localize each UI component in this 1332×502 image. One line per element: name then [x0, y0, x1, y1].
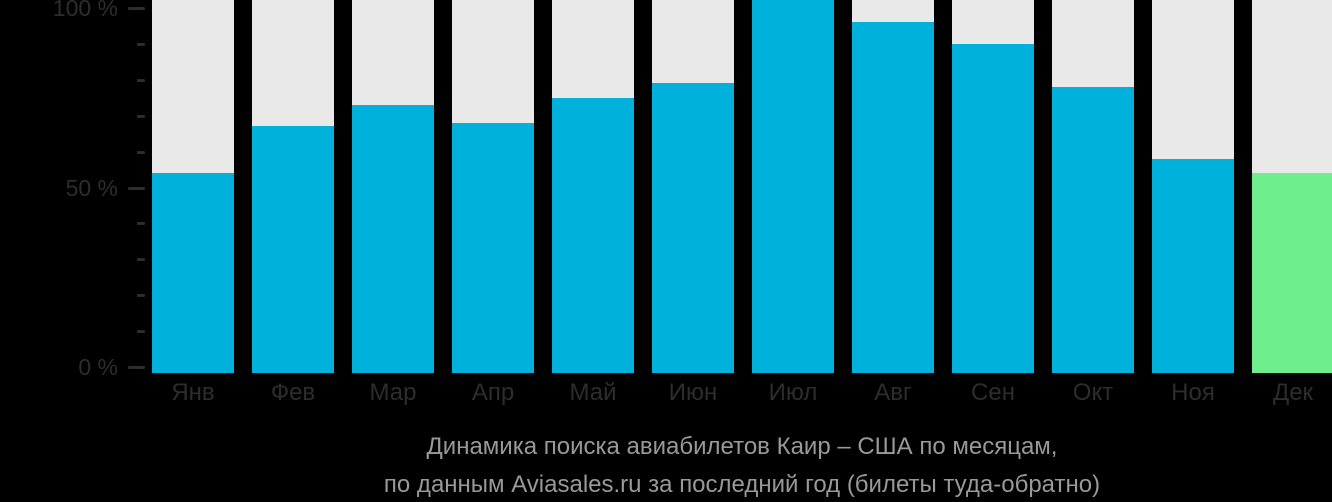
bar: [1052, 87, 1134, 373]
y-axis-label: 0 %: [78, 354, 118, 380]
y-minor-tick: [137, 222, 145, 225]
bar-column-Май: [552, 0, 634, 373]
x-axis-label-Сен: Сен: [971, 379, 1015, 406]
chart-title: Динамика поиска авиабилетов Каир – США п…: [426, 433, 1058, 460]
bar-column-Сен: [952, 0, 1034, 373]
x-axis-label-Май: Май: [569, 379, 617, 406]
x-axis: Янв Фев Мар Апр Май Июн Июл Авг Сен Окт Ноя Дек: [0, 378, 1332, 412]
chart-subtitle: по данным Aviasales.ru за последний год …: [383, 471, 1101, 498]
bar: [1152, 159, 1234, 373]
bar-column-Ноя: [1152, 0, 1234, 373]
bar-column-Окт: [1052, 0, 1134, 373]
bar: [452, 123, 534, 373]
bar-column-Мар: [352, 0, 434, 373]
bar-column-Янв: [152, 0, 234, 373]
x-axis-label-Мар: Мар: [369, 379, 417, 406]
bar-column-Июн: [652, 0, 734, 373]
bar: [252, 126, 334, 373]
y-minor-tick: [137, 330, 145, 333]
bar-column-Дек: [1252, 0, 1332, 373]
y-major-tick: [128, 7, 145, 10]
bar-column-Авг: [852, 0, 934, 373]
bar-column-Фев: [252, 0, 334, 373]
bar: [952, 44, 1034, 373]
y-minor-tick: [137, 115, 145, 118]
bar-column-Апр: [452, 0, 534, 373]
y-minor-tick: [137, 151, 145, 154]
x-axis-label-Ноя: Ноя: [1171, 379, 1215, 406]
y-minor-tick: [137, 258, 145, 261]
chart-caption: Динамика поиска авиабилетов Каир – США п…: [152, 428, 1332, 502]
x-axis-label-Фев: Фев: [270, 379, 316, 406]
bar: [852, 22, 934, 373]
plot-area: [152, 0, 1332, 373]
bar: [352, 105, 434, 373]
y-minor-tick: [137, 79, 145, 82]
y-axis-label: 100 %: [52, 0, 118, 21]
y-minor-tick: [137, 43, 145, 46]
bar: [152, 173, 234, 373]
y-axis-label: 50 %: [65, 175, 118, 201]
x-axis-label-Июн: Июн: [668, 379, 718, 406]
x-axis-label-Янв: Янв: [171, 379, 215, 406]
bar-highlighted: [1252, 173, 1332, 373]
bar: [752, 0, 834, 373]
x-axis-label-Дек: Дек: [1272, 379, 1314, 406]
x-axis-label-Апр: Апр: [471, 379, 515, 406]
x-axis-label-Авг: Авг: [874, 379, 912, 406]
y-major-tick: [128, 187, 145, 190]
y-major-tick: [128, 366, 145, 369]
x-axis-label-Июл: Июл: [768, 379, 818, 406]
bar-column-Июл: [752, 0, 834, 373]
x-axis-label-Окт: Окт: [1072, 379, 1114, 406]
bar: [652, 83, 734, 373]
bar: [552, 98, 634, 373]
y-minor-tick: [137, 294, 145, 297]
y-axis: 100 % 50 % 0 %: [0, 0, 152, 380]
